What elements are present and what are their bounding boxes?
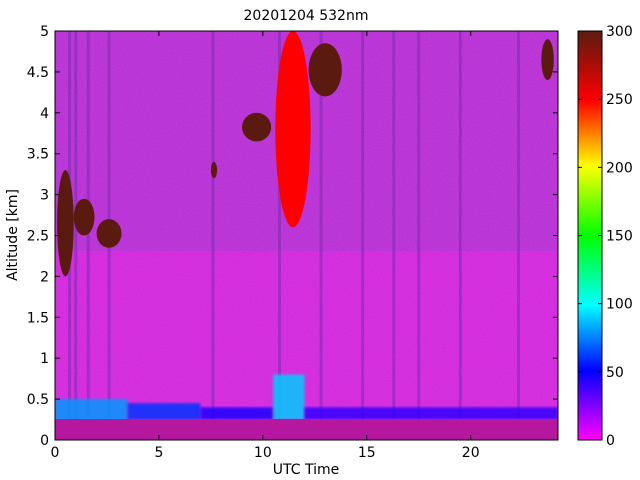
y-tick-label: 0.5 <box>27 392 49 408</box>
vertical-streak <box>458 31 462 440</box>
vertical-streak <box>277 31 281 440</box>
boundary-layer-segment <box>304 407 558 420</box>
colorbar-tick-label: 300 <box>606 24 633 40</box>
x-tick-label: 0 <box>51 445 60 461</box>
boundary-layer-segment <box>127 403 201 420</box>
y-tick-label: 4 <box>40 106 49 122</box>
x-axis: 0 5 10 15 20 <box>51 31 480 461</box>
cloud-layers <box>57 31 554 277</box>
y-tick-label: 1 <box>40 351 49 367</box>
vertical-streak <box>86 31 90 440</box>
colorbar-tick-label: 200 <box>606 160 633 176</box>
vertical-streak <box>319 31 323 440</box>
vertical-streak <box>517 31 521 440</box>
boundary-layer-segment <box>200 407 274 420</box>
y-axis-title: Altitude [km] <box>5 189 21 281</box>
vertical-streak <box>74 31 78 440</box>
cloud-layer <box>210 161 218 179</box>
colorbar-tick-label: 150 <box>606 229 633 245</box>
cloud-layer <box>73 198 95 236</box>
y-tick-label: 3 <box>40 188 49 204</box>
colorbar-tick-label: 0 <box>606 433 615 449</box>
y-tick-label: 2.5 <box>27 229 49 245</box>
vertical-streak <box>392 31 396 440</box>
colorbar: 0 50 100 150 200 250 300 <box>577 24 633 449</box>
cloud-layer <box>242 112 272 142</box>
cloud-layer <box>57 170 74 277</box>
x-tick-label: 20 <box>462 445 480 461</box>
vertical-streak <box>361 31 365 440</box>
plot-area <box>55 31 558 440</box>
chart-title: 20201204 532nm <box>244 8 369 24</box>
y-tick-label: 4.5 <box>27 65 49 81</box>
y-tick-label: 0 <box>40 433 49 449</box>
boundary-layer-segment <box>273 374 305 420</box>
colorbar-ticks: 0 50 100 150 200 250 300 <box>578 24 633 449</box>
x-tick-label: 10 <box>254 445 272 461</box>
cloud-layer <box>275 31 311 228</box>
ground-band <box>55 419 558 440</box>
y-axis: 0 0.5 1 1.5 2 2.5 3 3.5 4 4.5 5 <box>27 24 558 449</box>
y-tick-label: 5 <box>40 24 49 40</box>
y-tick-label: 3.5 <box>27 147 49 163</box>
cloud-layer <box>308 43 342 97</box>
x-tick-label: 5 <box>154 445 163 461</box>
y-tick-label: 1.5 <box>27 310 49 326</box>
colorbar-tick-label: 250 <box>606 92 633 108</box>
colorbar-tick-label: 100 <box>606 297 633 313</box>
x-axis-title: UTC Time <box>273 462 339 478</box>
y-tick-label: 2 <box>40 269 49 285</box>
colorbar-tick-label: 50 <box>606 365 624 381</box>
vertical-streak <box>417 31 421 440</box>
cloud-layer <box>96 219 122 248</box>
x-tick-label: 15 <box>358 445 376 461</box>
vertical-streak <box>211 31 215 440</box>
cloud-layer <box>541 39 554 81</box>
